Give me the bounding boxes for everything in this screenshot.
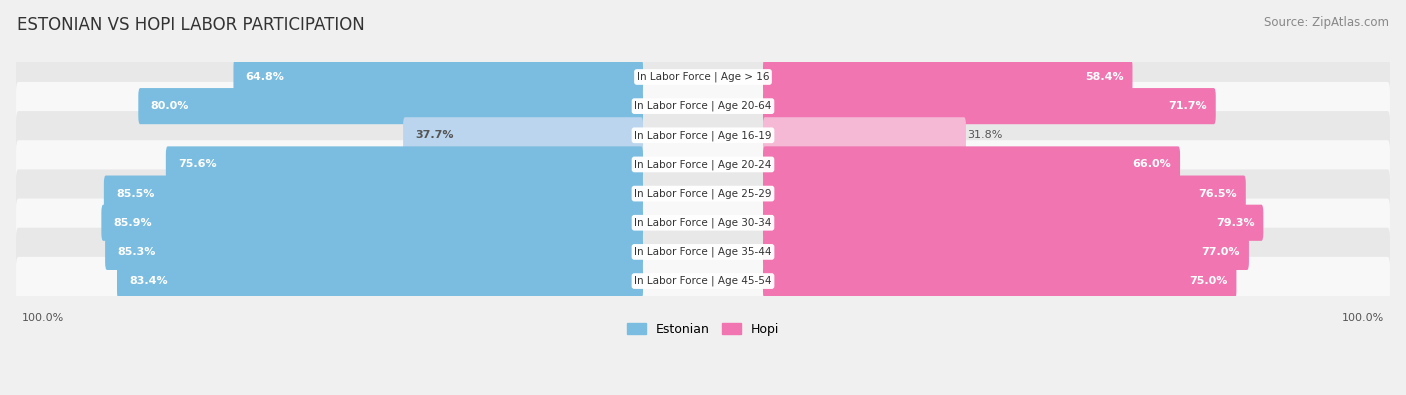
FancyBboxPatch shape <box>763 234 1249 270</box>
Text: 100.0%: 100.0% <box>22 313 65 323</box>
FancyBboxPatch shape <box>104 175 643 212</box>
Text: In Labor Force | Age 45-54: In Labor Force | Age 45-54 <box>634 276 772 286</box>
Text: 80.0%: 80.0% <box>150 101 188 111</box>
FancyBboxPatch shape <box>763 205 1264 241</box>
Text: In Labor Force | Age 35-44: In Labor Force | Age 35-44 <box>634 246 772 257</box>
FancyBboxPatch shape <box>15 228 1391 276</box>
Text: 75.0%: 75.0% <box>1189 276 1227 286</box>
Text: In Labor Force | Age 25-29: In Labor Force | Age 25-29 <box>634 188 772 199</box>
FancyBboxPatch shape <box>763 88 1216 124</box>
Text: 100.0%: 100.0% <box>1341 313 1384 323</box>
FancyBboxPatch shape <box>763 147 1180 182</box>
FancyBboxPatch shape <box>166 147 643 182</box>
FancyBboxPatch shape <box>138 88 643 124</box>
FancyBboxPatch shape <box>15 140 1391 189</box>
Text: 66.0%: 66.0% <box>1132 160 1171 169</box>
Text: 85.9%: 85.9% <box>114 218 152 228</box>
FancyBboxPatch shape <box>763 175 1246 212</box>
Text: 31.8%: 31.8% <box>967 130 1002 140</box>
FancyBboxPatch shape <box>404 117 643 153</box>
Text: 79.3%: 79.3% <box>1216 218 1254 228</box>
Text: In Labor Force | Age 20-24: In Labor Force | Age 20-24 <box>634 159 772 170</box>
Text: In Labor Force | Age 16-19: In Labor Force | Age 16-19 <box>634 130 772 141</box>
Text: 76.5%: 76.5% <box>1198 188 1237 199</box>
FancyBboxPatch shape <box>15 257 1391 305</box>
FancyBboxPatch shape <box>15 82 1391 130</box>
FancyBboxPatch shape <box>233 59 643 95</box>
Text: 58.4%: 58.4% <box>1085 72 1123 82</box>
Text: 71.7%: 71.7% <box>1168 101 1206 111</box>
Text: 85.3%: 85.3% <box>117 247 156 257</box>
Text: Source: ZipAtlas.com: Source: ZipAtlas.com <box>1264 16 1389 29</box>
Text: 77.0%: 77.0% <box>1202 247 1240 257</box>
Legend: Estonian, Hopi: Estonian, Hopi <box>621 318 785 341</box>
FancyBboxPatch shape <box>101 205 643 241</box>
Text: In Labor Force | Age 20-64: In Labor Force | Age 20-64 <box>634 101 772 111</box>
FancyBboxPatch shape <box>15 53 1391 101</box>
FancyBboxPatch shape <box>117 263 643 299</box>
Text: 75.6%: 75.6% <box>179 160 217 169</box>
FancyBboxPatch shape <box>15 169 1391 218</box>
Text: In Labor Force | Age 30-34: In Labor Force | Age 30-34 <box>634 218 772 228</box>
Text: 64.8%: 64.8% <box>246 72 284 82</box>
FancyBboxPatch shape <box>763 117 966 153</box>
FancyBboxPatch shape <box>15 199 1391 247</box>
Text: 37.7%: 37.7% <box>415 130 454 140</box>
Text: 85.5%: 85.5% <box>117 188 155 199</box>
Text: 83.4%: 83.4% <box>129 276 167 286</box>
FancyBboxPatch shape <box>763 59 1132 95</box>
Text: ESTONIAN VS HOPI LABOR PARTICIPATION: ESTONIAN VS HOPI LABOR PARTICIPATION <box>17 16 364 34</box>
Text: In Labor Force | Age > 16: In Labor Force | Age > 16 <box>637 72 769 82</box>
FancyBboxPatch shape <box>763 263 1236 299</box>
FancyBboxPatch shape <box>105 234 643 270</box>
FancyBboxPatch shape <box>15 111 1391 160</box>
